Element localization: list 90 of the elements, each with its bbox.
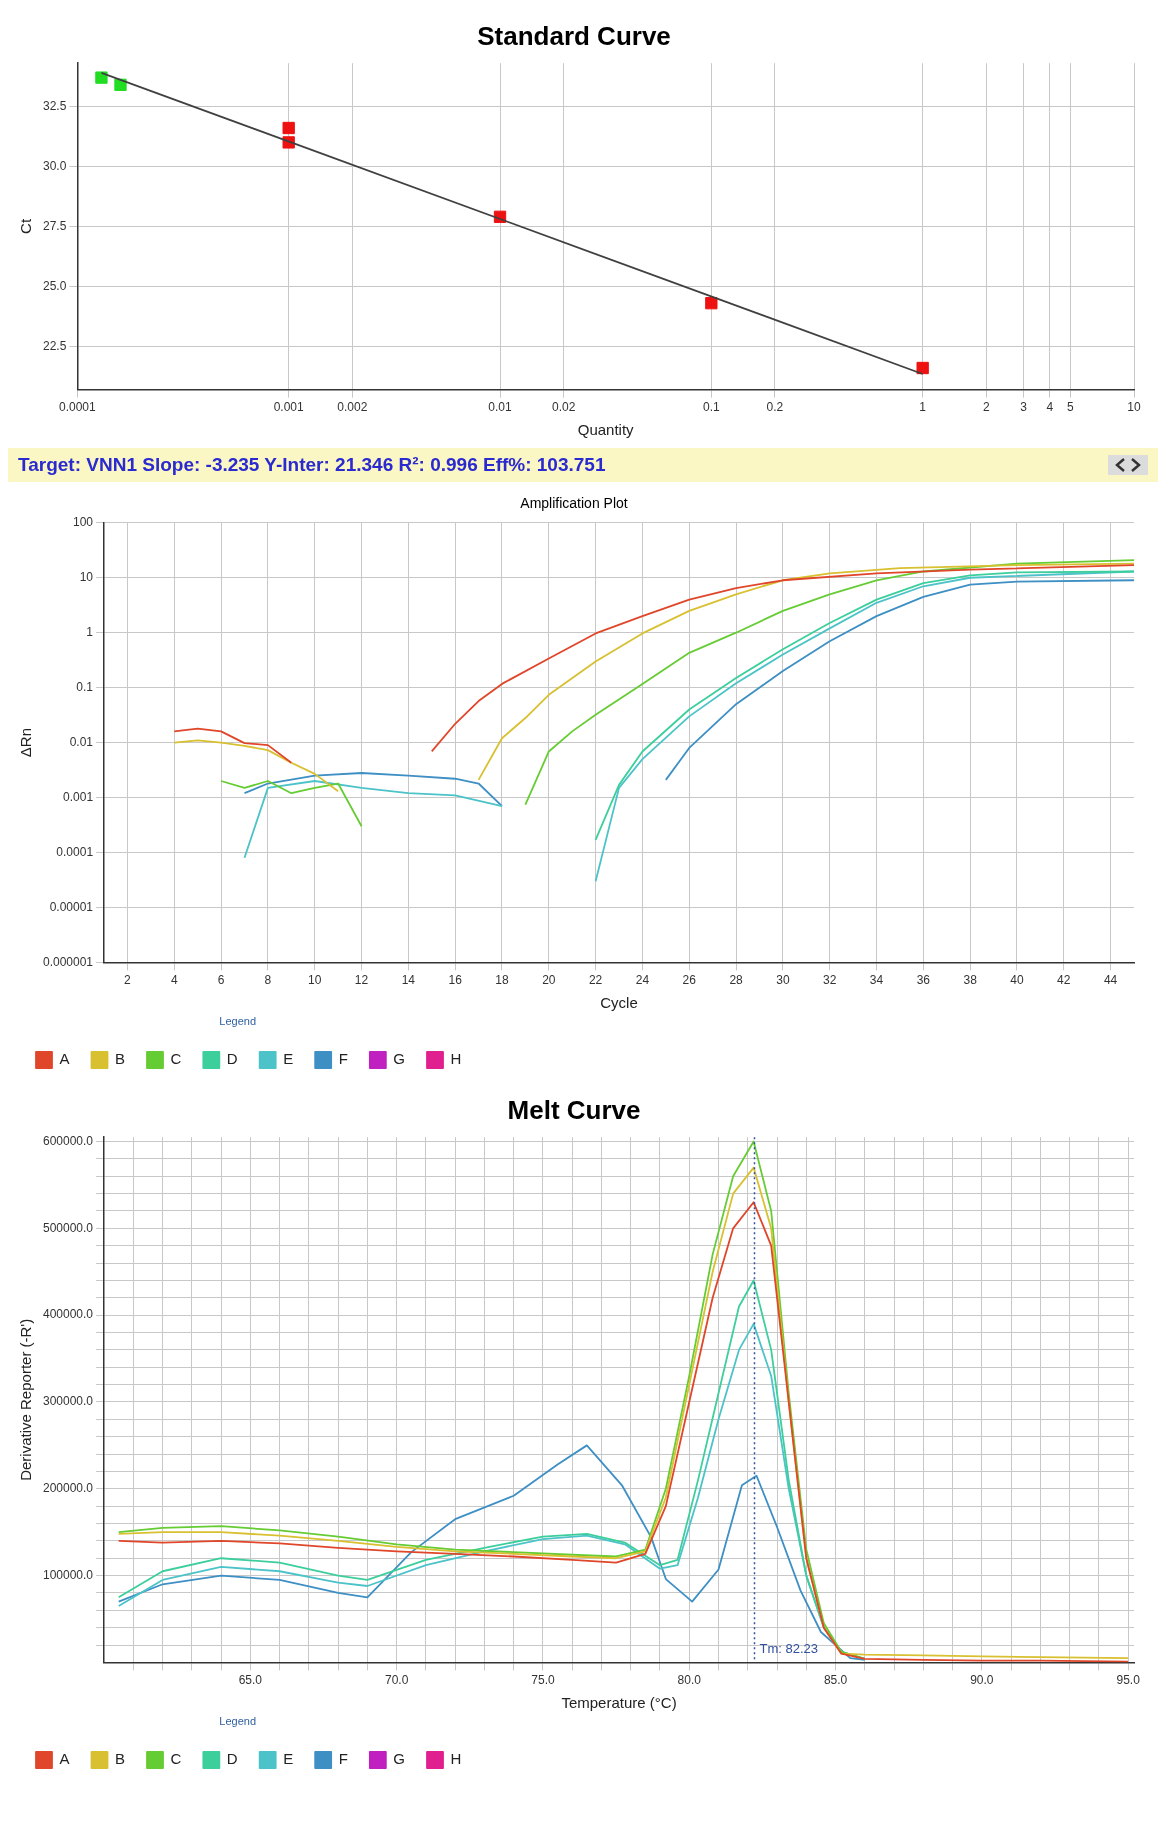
x-tick-label: 22 bbox=[588, 972, 603, 987]
y-tick-label: 0.000001 bbox=[42, 954, 94, 969]
legend-title: Legend bbox=[219, 1015, 257, 1028]
y-tick-label: 30.0 bbox=[43, 158, 67, 173]
y-tick-label: 200000.0 bbox=[42, 1481, 94, 1496]
legend-label: G bbox=[393, 1050, 406, 1068]
y-tick-label: 1 bbox=[86, 625, 94, 640]
y-tick-label: 0.1 bbox=[76, 679, 94, 694]
x-axis-title: Cycle bbox=[600, 993, 638, 1011]
x-tick-label: 75.0 bbox=[531, 1672, 555, 1687]
y-tick-label: 0.01 bbox=[69, 734, 94, 749]
y-tick-label: 25.0 bbox=[43, 278, 67, 293]
legend-title: Legend bbox=[219, 1715, 257, 1728]
x-tick-label: 26 bbox=[682, 972, 697, 987]
y-axis-title: ΔRn bbox=[17, 728, 35, 758]
y-tick-label: 27.5 bbox=[43, 218, 67, 233]
x-tick-label: 30 bbox=[776, 972, 790, 987]
x-tick-label: 8 bbox=[264, 972, 272, 987]
x-tick-label: 44 bbox=[1103, 972, 1118, 987]
x-tick-label: 42 bbox=[1057, 972, 1071, 987]
y-tick-label: 500000.0 bbox=[42, 1220, 94, 1235]
x-tick-label: 0.001 bbox=[273, 400, 305, 415]
x-tick-label: 36 bbox=[916, 972, 931, 987]
x-axis-title: Temperature (°C) bbox=[561, 1693, 677, 1711]
x-tick-label: 10 bbox=[308, 972, 322, 987]
legend-label: A bbox=[59, 1750, 70, 1768]
legend-label: E bbox=[283, 1050, 294, 1068]
x-tick-label: 85.0 bbox=[823, 1672, 848, 1687]
y-tick-label: 100000.0 bbox=[42, 1567, 94, 1582]
x-tick-label: 6 bbox=[217, 972, 225, 987]
x-tick-label: 0.01 bbox=[488, 400, 513, 415]
x-tick-label: 40 bbox=[1010, 972, 1024, 987]
x-tick-label: 2 bbox=[124, 972, 132, 987]
legend-label: C bbox=[170, 1050, 182, 1068]
x-tick-label: 34 bbox=[869, 972, 884, 987]
legend-label: G bbox=[393, 1750, 406, 1768]
ref-line-label: Tm: 82.23 bbox=[759, 1641, 819, 1657]
x-tick-label: 0.2 bbox=[766, 400, 784, 415]
y-tick-label: 0.001 bbox=[63, 789, 94, 804]
x-tick-label: 5 bbox=[1067, 400, 1075, 415]
chart-title: Amplification Plot bbox=[520, 495, 628, 512]
x-tick-label: 32 bbox=[823, 972, 837, 987]
x-tick-label: 18 bbox=[495, 972, 509, 987]
x-tick-label: 10 bbox=[1127, 400, 1141, 415]
x-tick-label: 12 bbox=[354, 972, 369, 987]
y-tick-label: 10 bbox=[79, 570, 94, 585]
x-tick-label: 90.0 bbox=[970, 1672, 994, 1687]
y-tick-label: 400000.0 bbox=[42, 1307, 94, 1322]
legend-label: C bbox=[170, 1750, 182, 1768]
x-tick-label: 16 bbox=[448, 972, 463, 987]
legend-label: F bbox=[338, 1750, 348, 1768]
y-axis-title: Ct bbox=[17, 218, 35, 234]
y-tick-label: 0.0001 bbox=[56, 844, 94, 859]
x-tick-label: 4 bbox=[1046, 400, 1054, 415]
x-tick-label: 38 bbox=[963, 972, 978, 987]
legend-label: B bbox=[115, 1050, 126, 1068]
legend-label: A bbox=[59, 1050, 70, 1068]
x-tick-label: 0.1 bbox=[703, 400, 721, 415]
x-tick-label: 95.0 bbox=[1116, 1672, 1141, 1687]
y-tick-label: 22.5 bbox=[43, 338, 67, 353]
x-axis-title: Quantity bbox=[577, 421, 635, 439]
x-tick-label: 14 bbox=[401, 972, 416, 987]
y-tick-label: 300000.0 bbox=[42, 1394, 94, 1409]
x-tick-label: 4 bbox=[170, 972, 178, 987]
y-tick-label: 600000.0 bbox=[42, 1133, 94, 1148]
x-tick-label: 0.002 bbox=[337, 400, 368, 415]
chart-title: Melt Curve bbox=[507, 1094, 641, 1125]
legend-label: H bbox=[450, 1050, 462, 1068]
legend-label: F bbox=[338, 1050, 348, 1068]
x-tick-label: 28 bbox=[729, 972, 744, 987]
legend-label: D bbox=[226, 1750, 238, 1768]
x-tick-label: 80.0 bbox=[677, 1672, 702, 1687]
x-tick-label: 24 bbox=[635, 972, 650, 987]
x-tick-label: 2 bbox=[982, 400, 990, 415]
x-tick-label: 70.0 bbox=[384, 1672, 409, 1687]
chart-title: Standard Curve bbox=[477, 20, 671, 51]
x-tick-label: 20 bbox=[542, 972, 556, 987]
legend-label: H bbox=[450, 1750, 462, 1768]
text: Target: VNN1 Slope: -3.235 Y-Inter: 21.346 R²: 0.996 Eff%: 103.751 bbox=[18, 454, 606, 476]
y-axis-title: Derivative Reporter (-R') bbox=[17, 1318, 35, 1481]
legend-label: E bbox=[283, 1750, 294, 1768]
x-tick-label: 65.0 bbox=[238, 1672, 263, 1687]
x-tick-label: 3 bbox=[1020, 400, 1028, 415]
legend-label: B bbox=[115, 1750, 126, 1768]
y-tick-label: 0.00001 bbox=[49, 899, 94, 914]
y-tick-label: 100 bbox=[73, 515, 94, 530]
legend-label: D bbox=[226, 1050, 238, 1068]
x-tick-label: 0.02 bbox=[551, 400, 576, 415]
y-tick-label: 32.5 bbox=[43, 98, 67, 113]
x-tick-label: 1 bbox=[919, 400, 927, 415]
